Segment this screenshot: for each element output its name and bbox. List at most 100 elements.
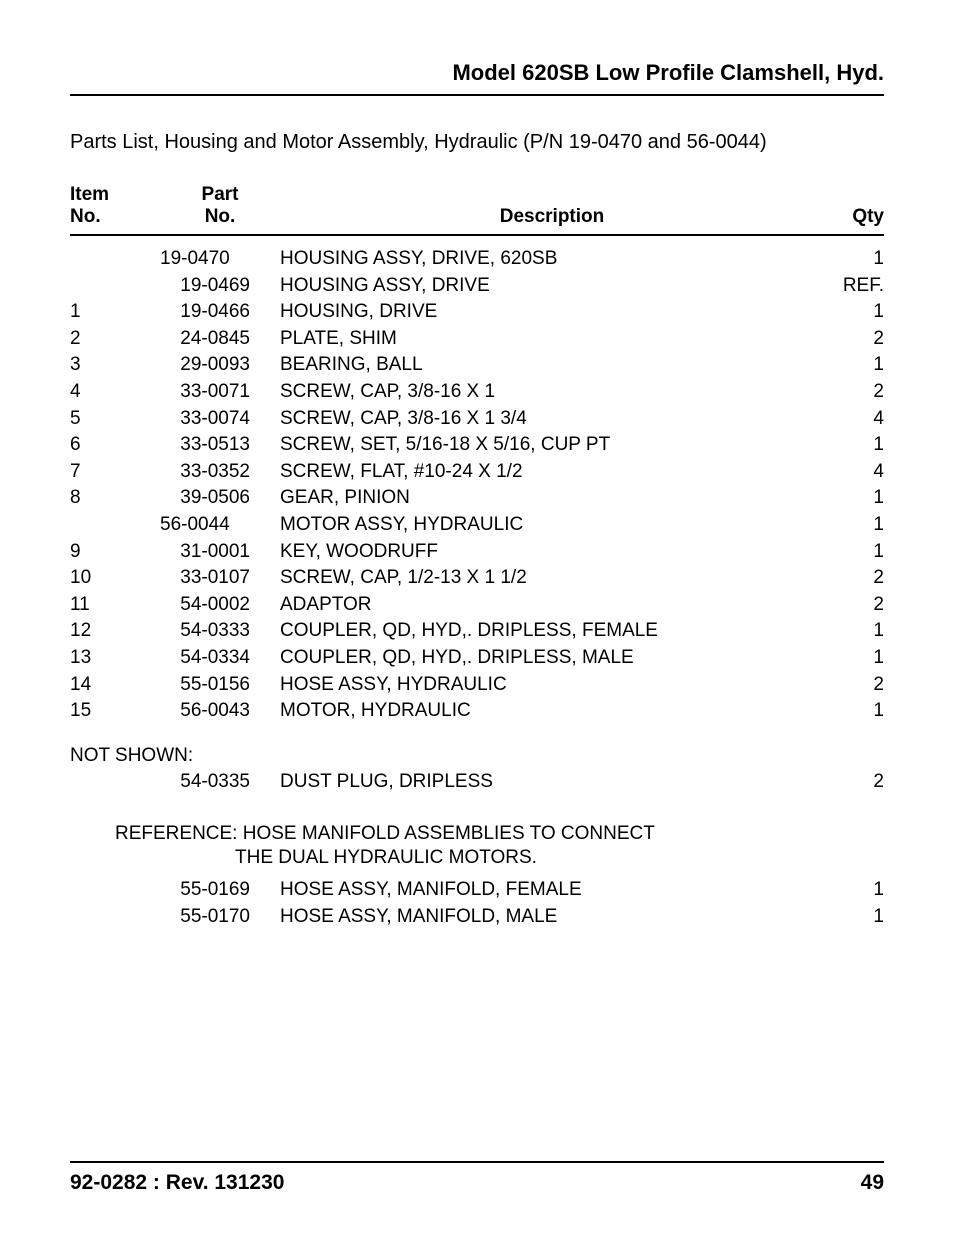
cell-qty: 4 <box>824 459 884 486</box>
cell-qty: 1 <box>824 877 884 904</box>
cell-item-no: 1 <box>70 299 160 326</box>
table-row: 533-0074SCREW, CAP, 3/8-16 X 1 3/44 <box>70 406 884 433</box>
cell-qty: 2 <box>824 379 884 406</box>
cell-part-no: 24-0845 <box>160 326 280 353</box>
cell-item-no: 7 <box>70 459 160 486</box>
page-subtitle: Parts List, Housing and Motor Assembly, … <box>70 131 884 154</box>
cell-description: PLATE, SHIM <box>280 326 824 353</box>
cell-description: SCREW, CAP, 3/8-16 X 1 3/4 <box>280 406 824 433</box>
cell-qty: 1 <box>824 645 884 672</box>
table-row: 55-0170HOSE ASSY, MANIFOLD, MALE1 <box>70 904 884 931</box>
cell-qty: 1 <box>824 512 884 539</box>
cell-part-no: 33-0513 <box>160 432 280 459</box>
cell-part-no: 19-0466 <box>160 299 280 326</box>
cell-item-no: 10 <box>70 565 160 592</box>
table-header-row: Item No. Part No. Description Qty <box>70 184 884 236</box>
cell-description: HOSE ASSY, HYDRAULIC <box>280 672 824 699</box>
table-row: 55-0169HOSE ASSY, MANIFOLD, FEMALE1 <box>70 877 884 904</box>
cell-item-no <box>70 246 160 273</box>
cell-part-no: 56-0043 <box>160 698 280 725</box>
cell-part-no: 55-0156 <box>160 672 280 699</box>
cell-description: HOUSING ASSY, DRIVE, 620SB <box>280 246 824 273</box>
cell-part-no: 54-0334 <box>160 645 280 672</box>
footer-page-number: 49 <box>861 1171 884 1195</box>
cell-item-no: 3 <box>70 352 160 379</box>
cell-description: DUST PLUG, DRIPLESS <box>280 769 824 796</box>
cell-qty: 2 <box>824 672 884 699</box>
header-description: Description <box>280 184 824 228</box>
cell-description: COUPLER, QD, HYD,. DRIPLESS, FEMALE <box>280 618 824 645</box>
table-row: 633-0513SCREW, SET, 5/16-18 X 5/16, CUP … <box>70 432 884 459</box>
cell-part-no: 33-0107 <box>160 565 280 592</box>
cell-description: HOSE ASSY, MANIFOLD, MALE <box>280 904 824 931</box>
cell-part-no: 54-0333 <box>160 618 280 645</box>
table-row: 733-0352SCREW, FLAT, #10-24 X 1/24 <box>70 459 884 486</box>
cell-description: HOUSING ASSY, DRIVE <box>280 273 824 300</box>
cell-item-no: 11 <box>70 592 160 619</box>
cell-description: GEAR, PINION <box>280 485 824 512</box>
cell-qty: 1 <box>824 485 884 512</box>
cell-part-no: 33-0352 <box>160 459 280 486</box>
reference-body: 55-0169HOSE ASSY, MANIFOLD, FEMALE155-01… <box>70 877 884 930</box>
table-row: 1354-0334COUPLER, QD, HYD,. DRIPLESS, MA… <box>70 645 884 672</box>
cell-description: HOUSING, DRIVE <box>280 299 824 326</box>
table-row: 1033-0107SCREW, CAP, 1/2-13 X 1 1/22 <box>70 565 884 592</box>
cell-item-no: 2 <box>70 326 160 353</box>
cell-qty: 1 <box>824 246 884 273</box>
cell-item-no: 6 <box>70 432 160 459</box>
cell-item-no <box>70 273 160 300</box>
cell-description: SCREW, FLAT, #10-24 X 1/2 <box>280 459 824 486</box>
cell-item-no <box>70 877 160 904</box>
cell-description: ADAPTOR <box>280 592 824 619</box>
reference-text-1: REFERENCE: HOSE MANIFOLD ASSEMBLIES TO C… <box>70 823 884 845</box>
cell-item-no: 13 <box>70 645 160 672</box>
cell-qty: 1 <box>824 299 884 326</box>
table-row: 1254-0333COUPLER, QD, HYD,. DRIPLESS, FE… <box>70 618 884 645</box>
table-row: 839-0506GEAR, PINION1 <box>70 485 884 512</box>
cell-item-no: 9 <box>70 539 160 566</box>
page-title: Model 620SB Low Profile Clamshell, Hyd. <box>70 60 884 86</box>
not-shown-label: NOT SHOWN: <box>70 745 884 767</box>
cell-part-no: 56-0044 <box>160 512 280 539</box>
page-header: Model 620SB Low Profile Clamshell, Hyd. <box>70 60 884 96</box>
cell-qty: 1 <box>824 432 884 459</box>
cell-part-no: 19-0470 <box>160 246 280 273</box>
cell-item-no: 5 <box>70 406 160 433</box>
cell-qty: 2 <box>824 565 884 592</box>
cell-part-no: 19-0469 <box>160 273 280 300</box>
parts-table: Item No. Part No. Description Qty 19-047… <box>70 184 884 930</box>
cell-qty: 2 <box>824 326 884 353</box>
cell-qty: 2 <box>824 592 884 619</box>
cell-description: SCREW, CAP, 1/2-13 X 1 1/2 <box>280 565 824 592</box>
table-row: 54-0335DUST PLUG, DRIPLESS2 <box>70 769 884 796</box>
cell-item-no: 8 <box>70 485 160 512</box>
cell-qty: REF. <box>824 273 884 300</box>
cell-description: SCREW, CAP, 3/8-16 X 1 <box>280 379 824 406</box>
header-part: Part No. <box>160 184 280 228</box>
cell-description: MOTOR ASSY, HYDRAULIC <box>280 512 824 539</box>
cell-description: HOSE ASSY, MANIFOLD, FEMALE <box>280 877 824 904</box>
table-row: 119-0466HOUSING, DRIVE1 <box>70 299 884 326</box>
cell-qty: 4 <box>824 406 884 433</box>
cell-description: KEY, WOODRUFF <box>280 539 824 566</box>
header-qty: Qty <box>824 184 884 228</box>
cell-qty: 1 <box>824 904 884 931</box>
table-row: 19-0469HOUSING ASSY, DRIVEREF. <box>70 273 884 300</box>
table-row: 1154-0002ADAPTOR2 <box>70 592 884 619</box>
cell-description: SCREW, SET, 5/16-18 X 5/16, CUP PT <box>280 432 824 459</box>
cell-part-no: 54-0002 <box>160 592 280 619</box>
reference-text-2: THE DUAL HYDRAULIC MOTORS. <box>70 847 884 869</box>
cell-part-no: 31-0001 <box>160 539 280 566</box>
table-row: 433-0071SCREW, CAP, 3/8-16 X 12 <box>70 379 884 406</box>
cell-part-no: 55-0170 <box>160 904 280 931</box>
not-shown-body: 54-0335DUST PLUG, DRIPLESS2 <box>70 769 884 796</box>
header-item: Item No. <box>70 184 160 228</box>
cell-item-no <box>70 769 160 796</box>
cell-part-no: 33-0071 <box>160 379 280 406</box>
page-footer: 92-0282 : Rev. 131230 49 <box>70 1161 884 1195</box>
table-row: 1455-0156HOSE ASSY, HYDRAULIC2 <box>70 672 884 699</box>
cell-part-no: 33-0074 <box>160 406 280 433</box>
table-row: 1556-0043MOTOR, HYDRAULIC1 <box>70 698 884 725</box>
table-row: 19-0470HOUSING ASSY, DRIVE, 620SB1 <box>70 246 884 273</box>
cell-item-no <box>70 512 160 539</box>
